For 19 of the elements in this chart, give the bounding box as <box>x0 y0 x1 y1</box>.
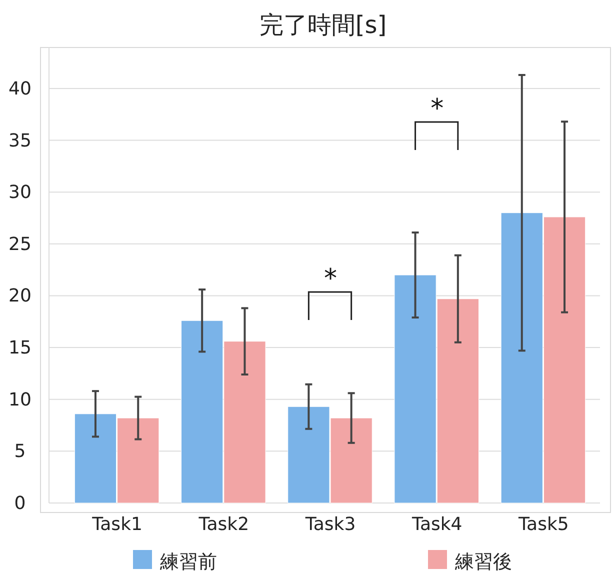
x-tick-label: Task1 <box>91 514 142 535</box>
legend-label: 練習後 <box>454 551 512 573</box>
chart-title: 完了時間[s] <box>259 11 387 39</box>
y-tick-label: 10 <box>8 389 32 410</box>
y-tick-label: 15 <box>8 338 32 359</box>
legend-label: 練習前 <box>159 551 217 573</box>
x-tick-label: Task4 <box>410 514 462 535</box>
y-tick-label: 40 <box>8 78 32 100</box>
annotation: * <box>324 264 337 294</box>
y-tick-label: 30 <box>8 182 32 204</box>
y-tick-label: 0 <box>14 493 26 514</box>
y-tick-label: 5 <box>14 441 26 462</box>
y-tick-label: 20 <box>8 286 32 307</box>
y-tick-label: 25 <box>8 234 32 255</box>
x-tick-label: Task3 <box>304 514 356 535</box>
x-tick-label: Task2 <box>198 514 250 535</box>
x-tick-label: Task5 <box>518 514 569 535</box>
y-tick-label: 35 <box>8 130 32 152</box>
annotation: * <box>430 94 444 124</box>
